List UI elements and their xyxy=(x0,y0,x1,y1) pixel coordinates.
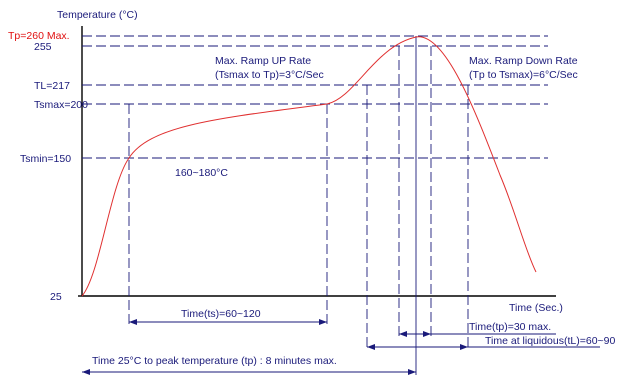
ramp-up-detail: (Tsmax to Tp)=3°C/Sec xyxy=(215,69,324,81)
tp-arrow-right xyxy=(423,331,431,337)
tl-dimension-label: Time at liquidous(tL)=60~90 xyxy=(485,335,616,347)
ts-arrow-left xyxy=(129,319,137,325)
base-temp-label: 25 xyxy=(50,291,62,303)
tsmax-label: Tsmax=200 xyxy=(34,99,88,111)
tsmin-label: Tsmin=150 xyxy=(20,153,71,165)
peak-label: 255 xyxy=(34,41,52,53)
x-axis-title: Time (Sec.) xyxy=(509,302,563,314)
tl-arrow-right xyxy=(460,344,468,350)
ramp-down-detail: (Tp to Tsmax)=6°C/Sec xyxy=(469,69,578,81)
tp-label: Tp=260 Max. xyxy=(8,30,70,42)
ramp-down-title: Max. Ramp Down Rate xyxy=(469,55,578,67)
total-time-arrow-right xyxy=(408,369,416,375)
ts-arrow-right xyxy=(319,319,327,325)
ts-dimension-label: Time(ts)=60~120 xyxy=(181,308,261,320)
tp-arrow-left xyxy=(399,331,407,337)
tp-dimension-label: Time(tp)=30 max. xyxy=(469,321,551,333)
total-time-arrow-left xyxy=(82,369,90,375)
temperature-profile-curve xyxy=(81,36,537,297)
y-axis-title: Temperature (°C) xyxy=(57,9,138,21)
total-time-label: Time 25°C to peak temperature (tp) : 8 m… xyxy=(92,355,337,367)
ramp-up-title: Max. Ramp UP Rate xyxy=(215,55,311,67)
tl-arrow-left xyxy=(367,344,375,350)
tl-label: TL=217 xyxy=(34,80,70,92)
soak-range-label: 160~180°C xyxy=(175,167,228,179)
